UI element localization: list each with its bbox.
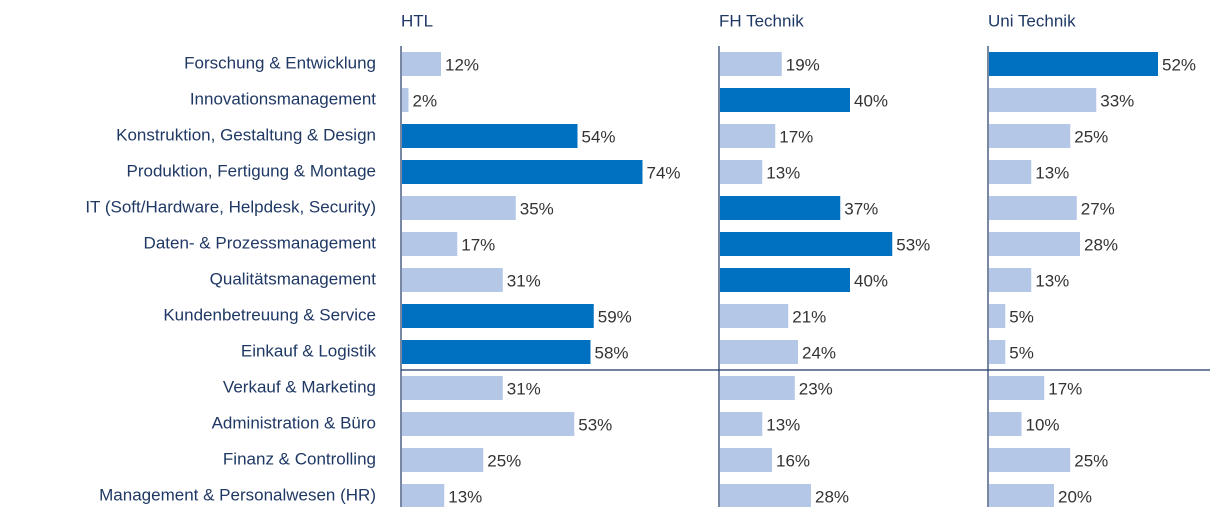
category-label: Qualitätsmanagement	[210, 269, 377, 288]
value-label: 27%	[1081, 199, 1115, 218]
bar	[402, 88, 409, 112]
bar	[989, 196, 1077, 220]
bar	[989, 304, 1006, 328]
value-label: 17%	[1048, 379, 1082, 398]
category-label: Forschung & Entwicklung	[184, 53, 376, 72]
value-label: 20%	[1058, 487, 1092, 506]
bar	[402, 376, 503, 400]
value-label: 10%	[1026, 415, 1060, 434]
bar	[989, 376, 1045, 400]
bar	[989, 232, 1080, 256]
category-label: Finanz & Controlling	[223, 449, 376, 468]
value-label: 13%	[448, 487, 482, 506]
bar	[402, 52, 441, 76]
value-label: 2%	[413, 91, 438, 110]
value-label: 31%	[507, 379, 541, 398]
value-label: 13%	[766, 415, 800, 434]
bar	[720, 232, 893, 256]
bar	[402, 160, 643, 184]
bar	[720, 124, 776, 148]
value-label: 52%	[1162, 55, 1196, 74]
value-label: 58%	[595, 343, 629, 362]
value-label: 24%	[802, 343, 836, 362]
bar	[402, 304, 594, 328]
value-label: 23%	[799, 379, 833, 398]
bar	[720, 268, 850, 292]
value-label: 28%	[1084, 235, 1118, 254]
value-label: 25%	[1074, 451, 1108, 470]
category-label: Administration & Büro	[212, 413, 376, 432]
value-label: 40%	[854, 91, 888, 110]
value-label: 5%	[1009, 343, 1034, 362]
bar	[720, 160, 763, 184]
bar	[402, 232, 458, 256]
category-label: Innovationsmanagement	[190, 89, 376, 108]
bar	[720, 52, 782, 76]
bar	[402, 124, 578, 148]
panel-header: HTL	[401, 11, 433, 30]
bar	[720, 304, 789, 328]
bar	[402, 196, 516, 220]
bar	[720, 340, 798, 364]
bar	[989, 484, 1054, 507]
value-label: 31%	[507, 271, 541, 290]
value-label: 74%	[647, 163, 681, 182]
value-label: 54%	[582, 127, 616, 146]
bar	[989, 268, 1032, 292]
value-label: 21%	[792, 307, 826, 326]
bar	[989, 124, 1071, 148]
bar	[402, 340, 591, 364]
category-label: Einkauf & Logistik	[241, 341, 377, 360]
bar	[720, 88, 850, 112]
category-label: IT (Soft/Hardware, Helpdesk, Security)	[85, 197, 376, 216]
value-label: 16%	[776, 451, 810, 470]
category-label: Management & Personalwesen (HR)	[99, 485, 376, 504]
category-label: Verkauf & Marketing	[223, 377, 376, 396]
bar	[402, 268, 503, 292]
category-label: Daten- & Prozessmanagement	[144, 233, 377, 252]
value-label: 25%	[1074, 127, 1108, 146]
bar	[989, 412, 1022, 436]
value-label: 13%	[1035, 271, 1069, 290]
category-label: Konstruktion, Gestaltung & Design	[116, 125, 376, 144]
value-label: 53%	[896, 235, 930, 254]
bar	[402, 448, 484, 472]
value-label: 40%	[854, 271, 888, 290]
bar	[989, 160, 1032, 184]
panel-header: Uni Technik	[988, 11, 1076, 30]
value-label: 59%	[598, 307, 632, 326]
bar	[720, 376, 795, 400]
value-label: 17%	[779, 127, 813, 146]
bar	[989, 52, 1158, 76]
value-label: 35%	[520, 199, 554, 218]
value-label: 17%	[461, 235, 495, 254]
value-label: 13%	[766, 163, 800, 182]
bar	[989, 448, 1071, 472]
value-label: 5%	[1009, 307, 1034, 326]
bar	[989, 340, 1006, 364]
value-label: 12%	[445, 55, 479, 74]
bar	[402, 484, 445, 507]
value-label: 28%	[815, 487, 849, 506]
category-label: Produktion, Fertigung & Montage	[127, 161, 376, 180]
bar	[989, 88, 1097, 112]
value-label: 37%	[844, 199, 878, 218]
bar	[720, 196, 841, 220]
bar	[720, 484, 811, 507]
panel-header: FH Technik	[719, 11, 804, 30]
value-label: 33%	[1100, 91, 1134, 110]
bar	[720, 448, 772, 472]
category-label: Kundenbetreuung & Service	[163, 305, 376, 324]
value-label: 25%	[487, 451, 521, 470]
value-label: 53%	[578, 415, 612, 434]
bar	[720, 412, 763, 436]
value-label: 19%	[786, 55, 820, 74]
value-label: 13%	[1035, 163, 1069, 182]
bar	[402, 412, 575, 436]
